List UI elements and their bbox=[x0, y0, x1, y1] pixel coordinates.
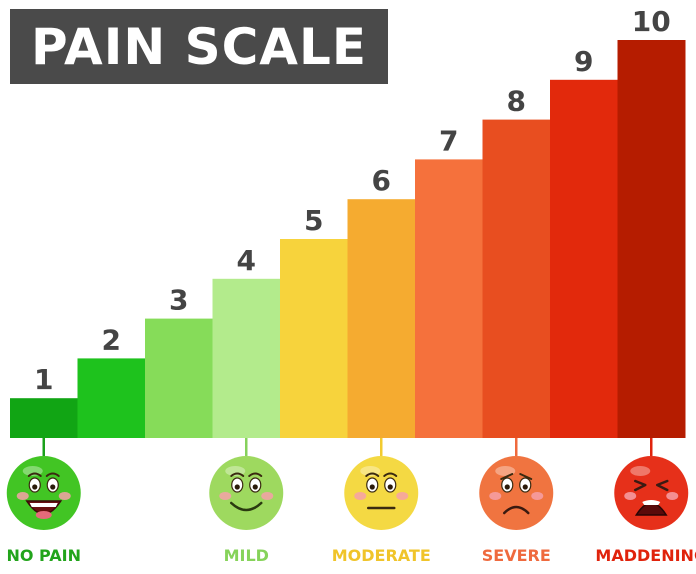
face-no-pain-icon bbox=[6, 456, 81, 530]
bar-9 bbox=[550, 79, 618, 439]
face-caption-wrap: MILD bbox=[176, 540, 316, 565]
bar-label-9: 9 bbox=[574, 45, 593, 78]
bar-label-6: 6 bbox=[372, 164, 391, 197]
bar-4 bbox=[212, 278, 281, 438]
face-caption-wrap: NO PAIN bbox=[0, 540, 114, 565]
bar-10 bbox=[617, 40, 686, 438]
face-mild-icon bbox=[209, 456, 284, 530]
bar-6 bbox=[347, 199, 416, 438]
face-label-no-pain: NO PAIN bbox=[6, 546, 82, 565]
bars bbox=[10, 40, 686, 439]
bar-label-4: 4 bbox=[237, 244, 256, 277]
face-label-mild: MILD bbox=[223, 546, 269, 565]
connectors bbox=[6, 438, 689, 530]
face-label-maddening: MADDENING bbox=[595, 546, 696, 565]
bar-1 bbox=[10, 398, 78, 438]
bar-5 bbox=[280, 239, 348, 438]
bar-label-7: 7 bbox=[439, 124, 458, 157]
face-severe-icon bbox=[479, 456, 554, 530]
bar-label-5: 5 bbox=[304, 204, 323, 237]
face-label-moderate: MODERATE bbox=[331, 546, 431, 565]
bar-label-10: 10 bbox=[632, 5, 671, 38]
bar-label-8: 8 bbox=[507, 85, 526, 118]
bar-label-2: 2 bbox=[102, 323, 121, 356]
tick-labels: 1 2 3 4 5 6 7 8 9 10 bbox=[34, 5, 671, 396]
chart-title: PAIN SCALE bbox=[30, 17, 368, 76]
bar-8 bbox=[482, 119, 551, 438]
face-label-severe: SEVERE bbox=[481, 546, 551, 565]
face-caption-wrap: MODERATE bbox=[311, 540, 451, 565]
bar-label-3: 3 bbox=[169, 284, 188, 317]
bar-label-1: 1 bbox=[34, 363, 53, 396]
face-moderate-icon bbox=[344, 456, 419, 530]
bar-3 bbox=[145, 318, 213, 438]
face-caption-wrap: MADDENING bbox=[581, 540, 696, 565]
face-caption-wrap: SEVERE bbox=[446, 540, 586, 565]
title-banner: PAIN SCALE bbox=[10, 9, 388, 84]
face-maddening-icon bbox=[614, 456, 689, 530]
bar-2 bbox=[77, 358, 146, 438]
bar-7 bbox=[415, 159, 483, 438]
